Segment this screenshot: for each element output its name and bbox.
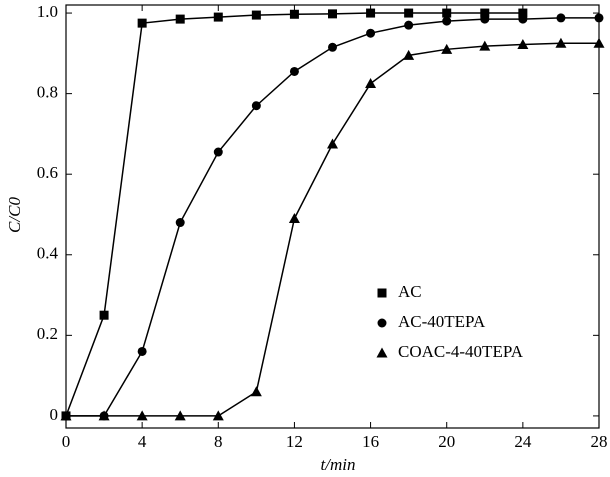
marker	[366, 28, 376, 38]
marker	[137, 18, 147, 28]
marker	[442, 16, 452, 26]
marker	[366, 8, 376, 18]
y-tick-label: 0.4	[37, 244, 59, 263]
marker	[328, 9, 337, 19]
y-tick-label: 0	[50, 405, 59, 424]
marker	[136, 410, 148, 421]
marker	[480, 14, 490, 24]
marker	[404, 20, 414, 30]
marker	[328, 42, 337, 52]
marker	[288, 213, 300, 224]
marker	[213, 147, 223, 157]
marker	[175, 14, 185, 24]
y-tick-label: 0.8	[37, 83, 58, 102]
x-tick-label: 24	[514, 432, 532, 451]
marker	[289, 9, 299, 19]
marker	[60, 410, 72, 421]
marker	[137, 346, 147, 356]
marker	[174, 410, 186, 421]
marker	[594, 13, 604, 23]
marker	[289, 66, 299, 76]
y-tick-label: 0.6	[37, 163, 58, 182]
marker	[376, 347, 388, 358]
marker	[365, 78, 377, 89]
x-tick-label: 4	[138, 432, 147, 451]
marker	[251, 10, 261, 20]
x-tick-label: 0	[62, 432, 71, 451]
legend-label: COAC-4-40TEPA	[398, 342, 524, 361]
marker	[404, 8, 414, 18]
marker	[377, 288, 387, 298]
marker	[518, 8, 528, 18]
marker	[442, 8, 452, 18]
x-axis-label: t/min	[321, 455, 356, 474]
marker	[556, 13, 566, 23]
legend-label: AC	[398, 282, 422, 301]
x-tick-label: 16	[362, 432, 379, 451]
x-tick-label: 12	[286, 432, 303, 451]
marker	[213, 12, 223, 22]
marker	[212, 410, 224, 421]
marker	[403, 49, 415, 60]
marker	[480, 8, 490, 18]
marker	[555, 37, 567, 48]
y-tick-label: 0.2	[37, 324, 58, 343]
marker	[593, 37, 605, 48]
marker	[98, 410, 110, 421]
marker	[377, 318, 387, 328]
marker	[251, 101, 261, 111]
legend-label: AC-40TEPA	[398, 312, 486, 331]
marker	[99, 310, 109, 320]
y-axis-label: C/C0	[5, 197, 24, 233]
marker	[175, 218, 185, 228]
marker	[250, 386, 262, 397]
marker	[327, 138, 338, 149]
x-tick-label: 28	[591, 432, 608, 451]
x-tick-label: 20	[438, 432, 455, 451]
marker	[517, 38, 529, 49]
x-tick-label: 8	[214, 432, 223, 451]
marker	[479, 40, 491, 51]
y-tick-label: 1.0	[37, 2, 58, 21]
marker	[518, 14, 528, 24]
marker	[441, 43, 453, 54]
plot-frame	[65, 4, 600, 429]
